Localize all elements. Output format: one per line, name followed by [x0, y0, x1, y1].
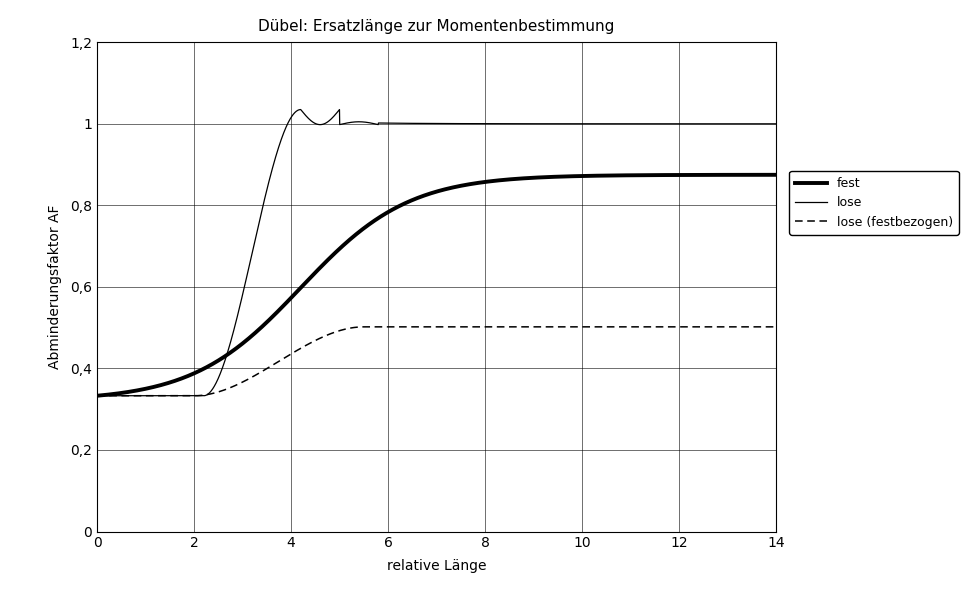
- fest: [769, 171, 781, 178]
- lose: [756, 120, 767, 127]
- lose (festbezogen): [769, 323, 781, 330]
- lose (festbezogen): [351, 324, 362, 331]
- fest: [381, 209, 392, 216]
- lose: [208, 382, 220, 389]
- fest: [208, 359, 220, 366]
- lose (festbezogen): [91, 392, 103, 399]
- lose: [295, 106, 306, 113]
- fest: [169, 378, 180, 385]
- Line: lose (festbezogen): lose (festbezogen): [97, 327, 775, 396]
- lose: [381, 120, 392, 127]
- Line: lose: lose: [97, 109, 775, 396]
- Line: fest: fest: [97, 175, 775, 396]
- Y-axis label: Abminderungsfaktor AF: Abminderungsfaktor AF: [47, 205, 62, 369]
- Legend: fest, lose, lose (festbezogen): fest, lose, lose (festbezogen): [788, 171, 958, 235]
- lose: [683, 120, 695, 127]
- fest: [756, 171, 767, 178]
- lose (festbezogen): [381, 323, 392, 330]
- lose (festbezogen): [169, 392, 180, 399]
- lose: [169, 392, 180, 399]
- X-axis label: relative Länge: relative Länge: [387, 559, 485, 573]
- lose (festbezogen): [208, 390, 220, 397]
- fest: [91, 392, 103, 399]
- lose (festbezogen): [683, 323, 695, 330]
- fest: [351, 230, 362, 237]
- lose: [352, 118, 363, 126]
- lose: [91, 392, 103, 399]
- fest: [683, 172, 695, 179]
- lose (festbezogen): [756, 323, 767, 330]
- lose (festbezogen): [358, 323, 369, 330]
- Title: Dübel: Ersatzlänge zur Momentenbestimmung: Dübel: Ersatzlänge zur Momentenbestimmun…: [258, 19, 614, 34]
- lose: [769, 120, 781, 127]
